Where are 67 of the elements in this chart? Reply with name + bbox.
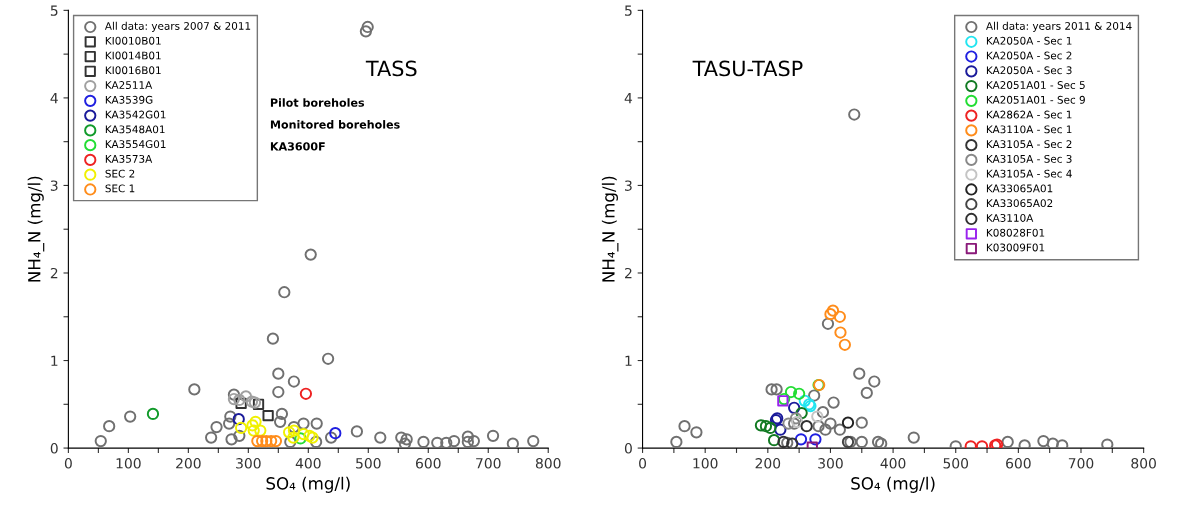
y-tick-label: 3 [50, 180, 58, 191]
legend-label: KA3105A - Sec 3 [986, 154, 1072, 163]
legend-label: KA2051A01 - Sec 9 [986, 95, 1085, 104]
y-tick-label: 5 [625, 5, 632, 16]
annotation: Monitored boreholes [270, 120, 400, 129]
x-tick-label: 600 [1006, 458, 1031, 469]
x-tick-label: 600 [415, 458, 441, 469]
y-tick-label: 0 [50, 443, 58, 454]
x-tick-label: 100 [116, 458, 141, 469]
annotation: TASS [365, 60, 417, 77]
x-tick-label: 400 [295, 458, 321, 469]
legend-label: KA2050A - Sec 1 [986, 36, 1072, 45]
y-tick-label: 2 [50, 267, 58, 279]
legend-label: K08028F01 [986, 228, 1045, 237]
legend-label: KA3573A [105, 154, 153, 163]
x-tick-label: 800 [535, 458, 561, 469]
legend-label: KA3539G [105, 95, 153, 104]
x-tick-label: 300 [236, 458, 261, 469]
x-tick-label: 0 [64, 458, 72, 469]
legend-label: K03009F01 [986, 243, 1045, 252]
y-tick-label: 0 [624, 443, 632, 454]
x-tick-label: 800 [1131, 458, 1156, 469]
y-tick-label: 1 [51, 355, 58, 366]
legend-label: KA3105A - Sec 2 [986, 140, 1072, 149]
legend-label: KA3105A - Sec 4 [986, 169, 1072, 178]
legend-label: KA3548A01 [105, 125, 165, 134]
legend-label: KA3110A - Sec 1 [986, 125, 1072, 134]
x-tick-label: 0 [639, 458, 647, 469]
annotation: TASU-TASP [692, 60, 803, 77]
y-tick-label: 2 [625, 267, 632, 279]
legend-label: SEC 1 [105, 184, 135, 193]
legend-label: KA2862A - Sec 1 [986, 110, 1072, 119]
x-tick-label: 400 [880, 458, 906, 469]
legend-label: KA33065A02 [986, 199, 1053, 208]
x-tick-label: 200 [755, 458, 781, 469]
legend-label: SEC 2 [105, 169, 135, 178]
legend-label: KA3554G01 [105, 140, 166, 149]
y-tick-label: 4 [624, 93, 633, 104]
legend-label: KA3542G01 [105, 110, 166, 119]
legend-label: All data: years 2007 & 2011 [104, 21, 251, 32]
x-axis-title: SO₄ (mg/l) [851, 476, 935, 493]
annotation: KA3600F [270, 142, 325, 151]
y-tick-label: 1 [625, 355, 632, 366]
x-tick-label: 500 [943, 458, 969, 469]
legend-label: KI0016B01 [105, 66, 161, 75]
legend-label: KI0010B01 [105, 36, 161, 45]
legend-label: KA2051A01 - Sec 5 [986, 81, 1085, 89]
legend-label: All data: years 2011 & 2014 [986, 21, 1132, 32]
legend-label: KI0014B01 [105, 51, 161, 60]
x-tick-label: 300 [818, 458, 843, 469]
annotation: Pilot boreholes [270, 98, 365, 107]
legend-label: KA2050A - Sec 3 [986, 66, 1072, 75]
y-tick-label: 4 [50, 93, 58, 104]
x-tick-label: 700 [1068, 458, 1094, 469]
legend-label: KA33065A01 [986, 184, 1053, 193]
y-tick-label: 3 [625, 180, 632, 191]
x-tick-label: 700 [476, 458, 501, 469]
legend-label: KA3110A [986, 214, 1034, 222]
y-axis-title: NH₄_N (mg/l) [27, 176, 45, 282]
legend-label: KA2511A [105, 81, 153, 89]
x-tick-label: 100 [693, 458, 718, 469]
x-tick-label: 200 [176, 458, 201, 469]
x-tick-label: 500 [356, 458, 381, 469]
y-axis-title: NH₄_N (mg/l) [601, 176, 619, 282]
x-axis-title: SO₄ (mg/l) [266, 476, 350, 493]
legend-label: KA2050A - Sec 2 [986, 51, 1072, 60]
y-tick-label: 5 [50, 5, 58, 16]
